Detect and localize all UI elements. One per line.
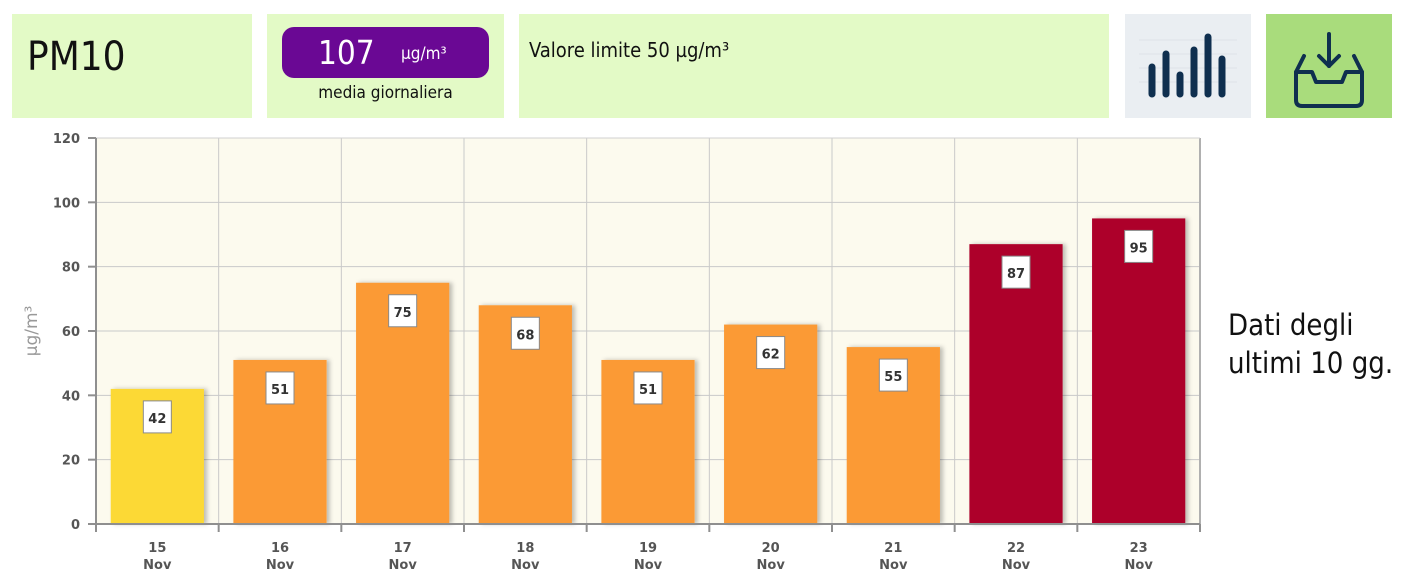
x-tick-label-day: 18	[516, 541, 534, 556]
y-tick-label: 120	[53, 132, 80, 147]
data-label: 51	[271, 383, 289, 398]
x-tick-label-month: Nov	[757, 558, 786, 573]
data-label-box	[388, 294, 418, 328]
x-tick-label-day: 21	[884, 541, 902, 556]
x-tick-label-day: 23	[1130, 541, 1148, 556]
x-tick-label-month: Nov	[879, 558, 908, 573]
y-tick-label: 0	[71, 518, 80, 533]
data-label-box	[1001, 255, 1031, 289]
limit-panel: Valore limite 50 µg/m³	[519, 14, 1109, 118]
x-tick-label-day: 16	[271, 541, 289, 556]
data-label-box	[142, 400, 172, 434]
y-tick-label: 40	[62, 389, 80, 404]
download-button[interactable]	[1266, 14, 1392, 118]
x-tick-label-month: Nov	[511, 558, 540, 573]
y-tick-label: 60	[62, 325, 80, 340]
daily-average-panel: 107 µg/m³ media giornaliera	[267, 14, 504, 118]
y-axis-label: µg/m³	[22, 306, 42, 357]
data-label: 75	[394, 306, 412, 321]
x-tick-label-month: Nov	[389, 558, 418, 573]
data-label-box	[878, 358, 908, 392]
y-tick-label: 80	[62, 261, 80, 276]
x-tick-label-month: Nov	[1002, 558, 1031, 573]
data-label: 42	[148, 412, 166, 427]
data-label: 62	[762, 348, 780, 363]
x-tick-label-day: 17	[394, 541, 412, 556]
x-tick-label-month: Nov	[266, 558, 295, 573]
data-label-box	[265, 371, 295, 405]
data-label-box	[1124, 229, 1154, 263]
pm10-bar-chart: 42 15 Nov 51 16 Nov 75 17 Nov 68 18 Nov 51 19 Nov 62 20 N…	[22, 132, 1201, 573]
y-tick-label: 100	[53, 196, 80, 211]
data-label: 51	[639, 383, 657, 398]
x-tick-label-month: Nov	[143, 558, 172, 573]
pollutant-name: PM10	[27, 34, 126, 80]
data-label-box	[633, 371, 663, 405]
x-tick-label-month: Nov	[1125, 558, 1154, 573]
data-label-box	[756, 336, 786, 370]
bar-chart-icon	[1139, 33, 1237, 98]
pollutant-panel: PM10	[12, 14, 252, 118]
side-note: Dati degli ultimi 10 gg.	[1228, 308, 1394, 380]
x-tick-label-day: 20	[762, 541, 780, 556]
limit-text: Valore limite 50 µg/m³	[529, 38, 730, 62]
data-label: 55	[884, 370, 902, 385]
value-badge: 107 µg/m³	[282, 27, 489, 78]
download-tray-icon	[1294, 32, 1364, 108]
x-tick-label-month: Nov	[634, 558, 663, 573]
x-tick-label-day: 22	[1007, 541, 1025, 556]
value-caption: media giornaliera	[318, 83, 453, 103]
data-label-box	[510, 316, 540, 350]
data-label: 87	[1007, 267, 1025, 282]
value-number: 107	[318, 33, 375, 72]
x-tick-label-day: 15	[148, 541, 166, 556]
y-tick-label: 20	[62, 454, 80, 469]
value-unit: µg/m³	[401, 44, 447, 64]
x-tick-label-day: 19	[639, 541, 657, 556]
bar[interactable]	[1092, 218, 1186, 524]
chart-view-button[interactable]	[1125, 14, 1251, 118]
bar[interactable]	[969, 244, 1063, 524]
data-label: 68	[516, 328, 534, 343]
data-label: 95	[1130, 241, 1148, 256]
